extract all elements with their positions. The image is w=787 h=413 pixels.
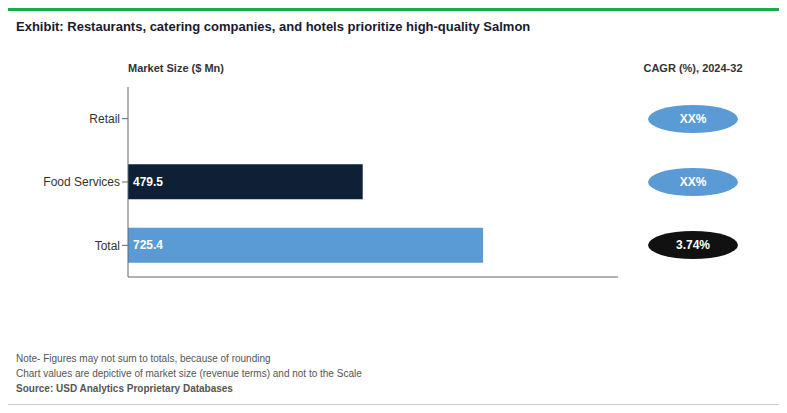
html-text:Chart values are depictive of: Chart values are depictive of market siz… <box>16 368 362 379</box>
html-text:3.74%: 3.74% <box>676 238 710 253</box>
svg-text:Food Services: Food Services <box>43 175 120 189</box>
svg-text:Retail: Retail <box>89 112 120 126</box>
html-text:XX%: XX% <box>679 111 707 126</box>
html-text:Market Size ($ Mn): Market Size ($ Mn) <box>128 62 224 74</box>
html-text:XX%: XX% <box>679 175 707 189</box>
html-text:Exhibit: Restaurants, catering: Exhibit: Restaurants, catering companies… <box>16 19 531 34</box>
svg-text:Total: Total <box>95 239 120 253</box>
svg-text:479.5: 479.5 <box>133 175 163 189</box>
svg-text:725.4: 725.4 <box>133 238 163 252</box>
html-text:CAGR (%), 2024-32: CAGR (%), 2024-32 <box>643 62 743 74</box>
html-text:Note- Figures may not sum to t: Note- Figures may not sum to totals, bec… <box>16 353 271 364</box>
html-text:Source: USD Analytics Propriet: Source: USD Analytics Proprietary Databa… <box>16 383 233 394</box>
